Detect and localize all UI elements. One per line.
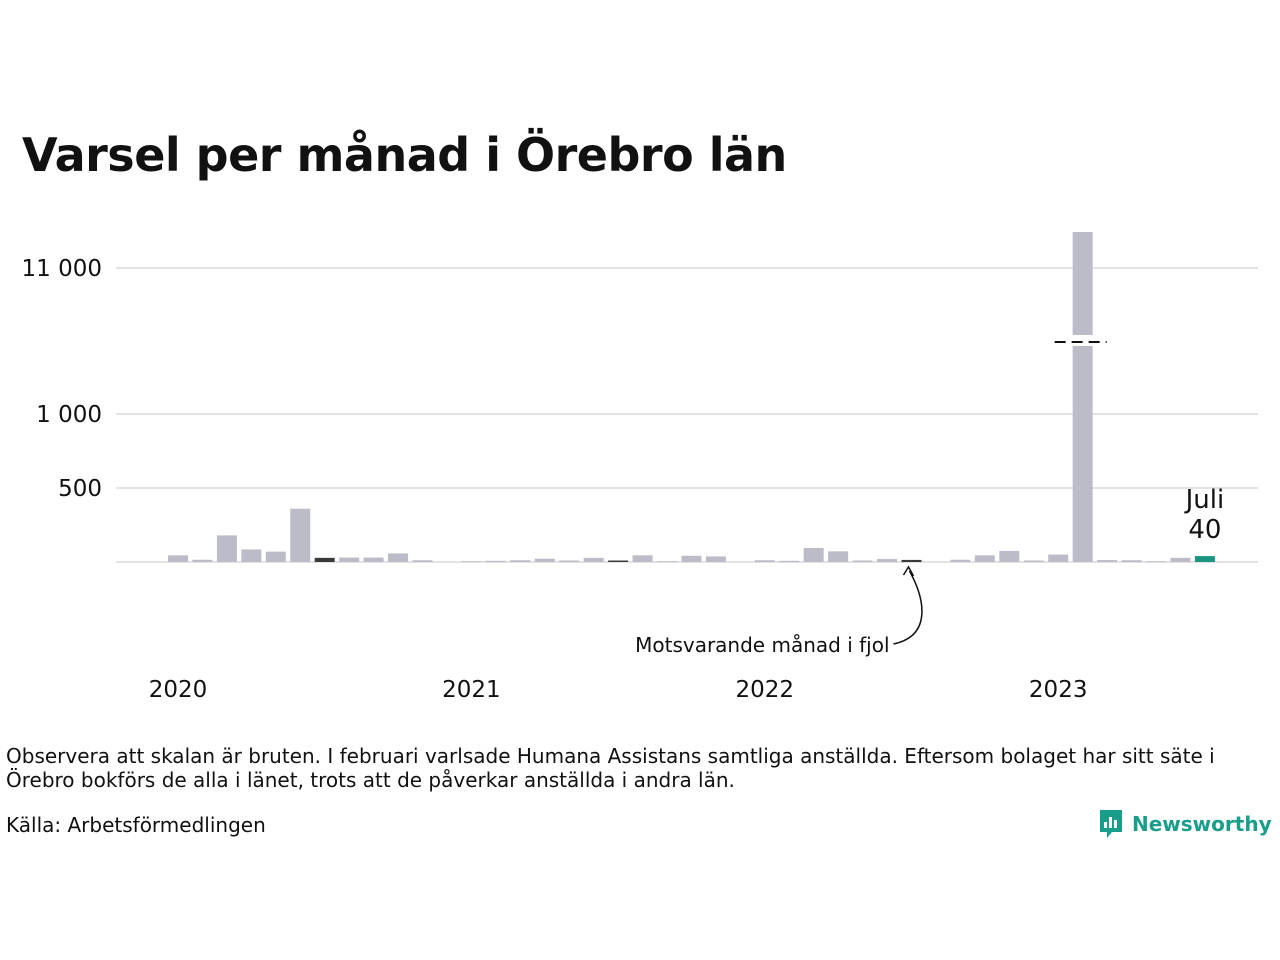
bar [559, 560, 580, 562]
bar [1072, 232, 1093, 562]
bar [1194, 556, 1215, 562]
bar [412, 560, 433, 562]
bar [877, 559, 898, 562]
x-axis-year-labels: 2020 2021 2022 2023 [149, 677, 1088, 703]
bar [1048, 554, 1069, 562]
bar [705, 556, 726, 562]
bars [168, 232, 1215, 562]
annotation-arrowhead [902, 565, 915, 577]
annotation-arrow [893, 570, 923, 645]
x-year-label: 2023 [1029, 677, 1088, 703]
bar [999, 550, 1020, 562]
bar [852, 560, 873, 562]
bar [901, 559, 922, 562]
x-year-label: 2021 [442, 677, 501, 703]
bar [681, 555, 702, 562]
footnote: Observera att skalan är bruten. I februa… [6, 744, 1215, 792]
bar [828, 551, 849, 562]
bar [779, 560, 800, 562]
bar [339, 557, 360, 562]
y-tick-label: 1 000 [36, 402, 102, 428]
bar [1121, 560, 1142, 562]
x-year-label: 2022 [736, 677, 795, 703]
bar [314, 557, 335, 562]
chart-title: Varsel per månad i Örebro län [22, 128, 787, 182]
bar [216, 535, 237, 562]
annotation-label: Motsvarande månad i fjol [635, 633, 889, 657]
bar [608, 560, 629, 562]
current-month-label: Juli [1184, 485, 1225, 515]
axis-break [1054, 335, 1107, 346]
bar [1170, 557, 1191, 562]
bar [1023, 560, 1044, 562]
bar [461, 561, 482, 562]
bar [388, 553, 409, 562]
y-tick-label: 500 [58, 476, 102, 502]
bar [241, 549, 262, 562]
y-axis-ticks: 500 1 000 11 000 [22, 256, 102, 502]
newsworthy-logo: Newsworthy [1098, 808, 1272, 840]
bar [1097, 560, 1118, 562]
bar [534, 558, 555, 562]
x-year-label: 2020 [149, 677, 208, 703]
bar [950, 559, 971, 562]
bar [974, 555, 995, 562]
bar [363, 557, 384, 562]
bar [754, 560, 775, 562]
bar [192, 559, 213, 562]
brand-name: Newsworthy [1132, 812, 1272, 836]
bar [657, 561, 677, 562]
bar [803, 547, 824, 562]
bar [1146, 561, 1166, 562]
bar [265, 551, 286, 562]
current-month-value: 40 [1188, 515, 1221, 545]
y-tick-label: 11 000 [22, 256, 102, 282]
source-text: Källa: Arbetsförmedlingen [6, 813, 266, 837]
newsworthy-logo-icon [1100, 810, 1122, 838]
bar [290, 508, 311, 562]
bar [632, 555, 653, 562]
bar [485, 560, 506, 562]
bar [510, 560, 531, 562]
axis-break-gap [1070, 335, 1095, 346]
bar [583, 557, 604, 562]
bar [168, 555, 188, 562]
